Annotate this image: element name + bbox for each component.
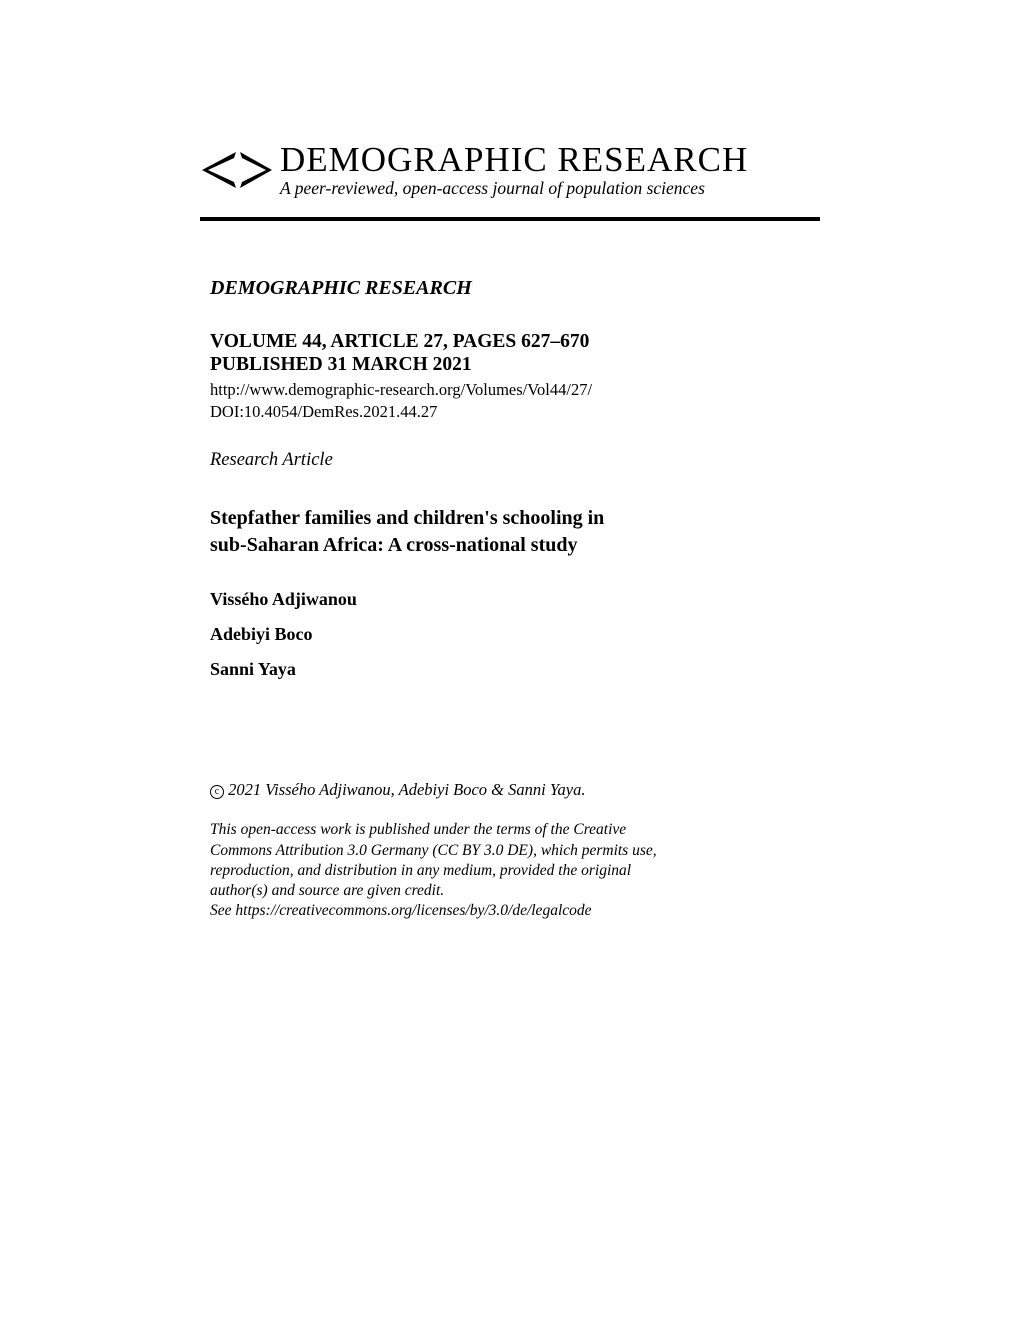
page-container: DEMOGRAPHIC RESEARCH A peer-reviewed, op… [0, 0, 1020, 981]
copyright-line: c 2021 Vissého Adjiwanou, Adebiyi Boco &… [210, 780, 820, 800]
license-line: This open-access work is published under… [210, 821, 626, 838]
journal-tagline: A peer-reviewed, open-access journal of … [280, 178, 748, 199]
article-type: Research Article [210, 450, 820, 471]
journal-logo-icon [200, 146, 272, 199]
article-title-line1: Stepfather families and children's schoo… [210, 507, 604, 529]
license-text: This open-access work is published under… [210, 820, 820, 921]
journal-name: DEMOGRAPHIC RESEARCH [280, 140, 748, 180]
publication-title: DEMOGRAPHIC RESEARCH [210, 277, 820, 300]
volume-info: VOLUME 44, ARTICLE 27, PAGES 627–670 [210, 330, 820, 354]
author-name: Vissého Adjiwanou [210, 589, 820, 610]
copyright-text: 2021 Vissého Adjiwanou, Adebiyi Boco & S… [228, 780, 585, 799]
copyright-section: c 2021 Vissého Adjiwanou, Adebiyi Boco &… [210, 780, 820, 921]
article-title: Stepfather families and children's schoo… [210, 505, 820, 559]
article-doi: DOI:10.4054/DemRes.2021.44.27 [210, 402, 820, 422]
copyright-icon: c [210, 785, 224, 799]
author-name: Sanni Yaya [210, 659, 820, 680]
author-name: Adebiyi Boco [210, 624, 820, 645]
article-url: http://www.demographic-research.org/Volu… [210, 380, 820, 400]
license-line: author(s) and source are given credit. [210, 882, 444, 899]
logo-text-block: DEMOGRAPHIC RESEARCH A peer-reviewed, op… [280, 140, 748, 199]
article-title-line2: sub-Saharan Africa: A cross-national stu… [210, 534, 577, 556]
license-line: See https://creativecommons.org/licenses… [210, 902, 592, 919]
license-line: reproduction, and distribution in any me… [210, 862, 631, 879]
content-block: DEMOGRAPHIC RESEARCH VOLUME 44, ARTICLE … [200, 277, 820, 921]
license-line: Commons Attribution 3.0 Germany (CC BY 3… [210, 842, 657, 859]
published-date: PUBLISHED 31 MARCH 2021 [210, 354, 820, 376]
logo-section: DEMOGRAPHIC RESEARCH A peer-reviewed, op… [200, 140, 820, 199]
header-divider [200, 217, 820, 221]
